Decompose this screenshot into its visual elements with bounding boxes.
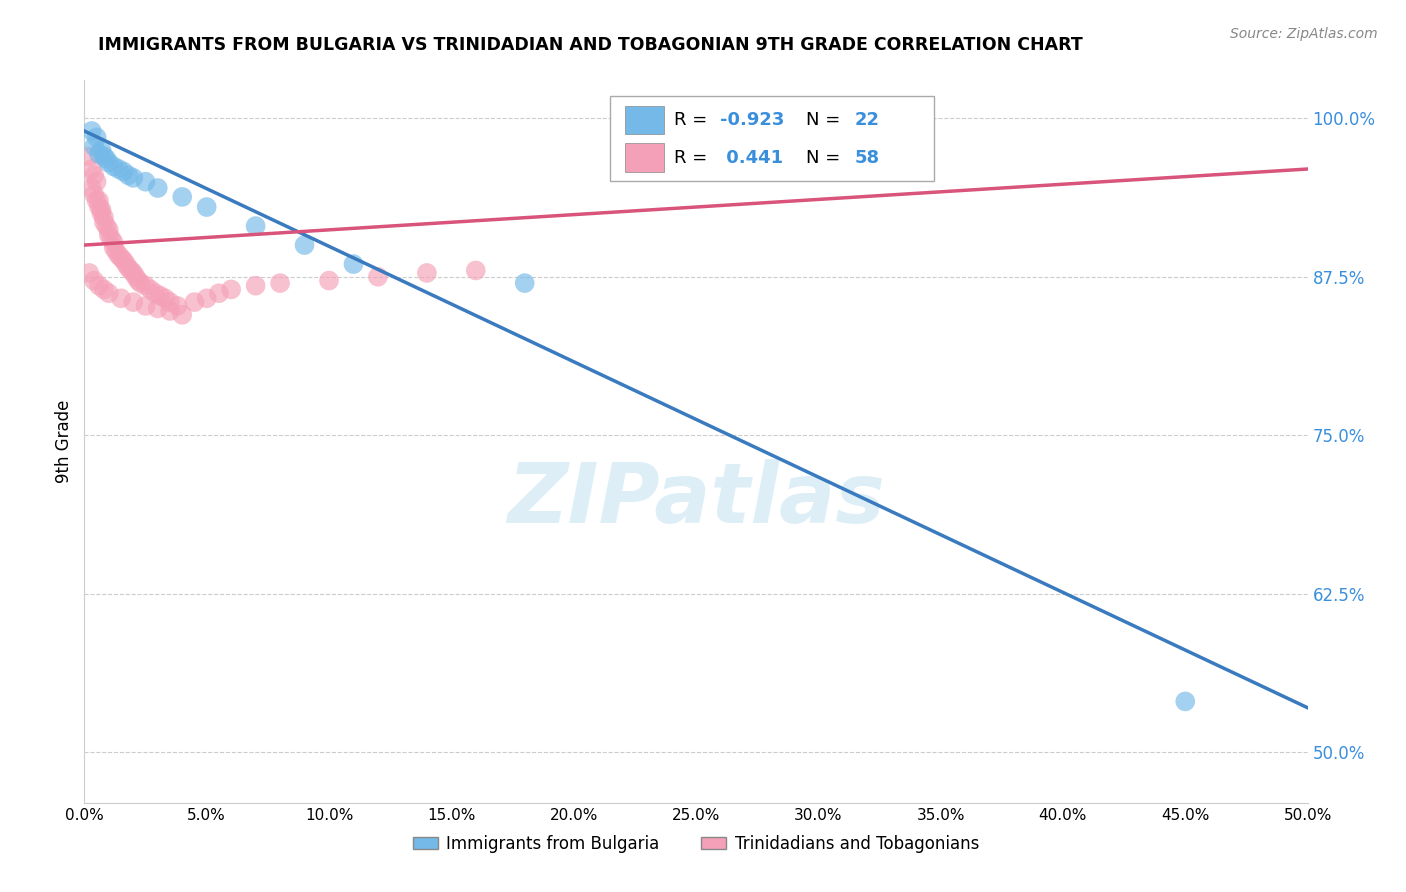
Point [112, 164, 135, 178]
Point [77, 266, 100, 280]
Point [87, 200, 110, 214]
Point [86, 175, 108, 189]
Point [86, 130, 108, 145]
Point [120, 263, 142, 277]
Point [143, 286, 166, 301]
Point [122, 170, 145, 185]
Point [115, 257, 138, 271]
Point [93, 215, 115, 229]
Point [513, 276, 536, 290]
Point [127, 274, 149, 288]
Point [96, 152, 118, 166]
Point [107, 161, 129, 176]
Point [103, 235, 125, 250]
Point [87, 194, 110, 208]
Point [77, 149, 100, 163]
Text: Source: ZipAtlas.com: Source: ZipAtlas.com [1230, 27, 1378, 41]
Text: R =: R = [673, 111, 713, 129]
Point [464, 263, 486, 277]
Point [93, 210, 115, 224]
Text: N =: N = [806, 149, 846, 167]
Point [112, 253, 135, 268]
Point [219, 282, 242, 296]
Point [367, 269, 389, 284]
Point [103, 241, 125, 255]
Point [1174, 694, 1197, 708]
Point [83, 169, 105, 183]
Point [122, 266, 145, 280]
Text: -0.923: -0.923 [720, 111, 785, 129]
Point [245, 278, 267, 293]
Point [135, 299, 157, 313]
Point [103, 160, 125, 174]
Point [135, 175, 157, 189]
Point [90, 206, 112, 220]
Point [342, 257, 364, 271]
Point [122, 295, 145, 310]
Point [245, 219, 267, 233]
Point [153, 291, 176, 305]
Point [125, 269, 148, 284]
Point [83, 274, 105, 288]
Point [117, 169, 139, 183]
Point [80, 181, 103, 195]
Point [172, 190, 194, 204]
Text: ZIPatlas: ZIPatlas [508, 458, 884, 540]
Point [86, 194, 108, 208]
Bar [610, 96, 935, 181]
Point [97, 286, 120, 301]
Point [80, 161, 103, 176]
Point [159, 304, 181, 318]
Point [110, 291, 132, 305]
Point [129, 276, 152, 290]
Text: IMMIGRANTS FROM BULGARIA VS TRINIDADIAN AND TOBAGONIAN 9TH GRADE CORRELATION CHA: IMMIGRANTS FROM BULGARIA VS TRINIDADIAN … [98, 36, 1083, 54]
Point [93, 149, 115, 163]
Point [97, 155, 120, 169]
Point [208, 286, 231, 301]
Point [135, 278, 157, 293]
Y-axis label: 9th Grade: 9th Grade [55, 400, 73, 483]
Text: N =: N = [806, 111, 846, 129]
Point [139, 282, 162, 296]
Point [294, 238, 316, 252]
Point [83, 187, 105, 202]
Point [166, 299, 188, 313]
Point [90, 202, 112, 217]
Point [96, 219, 118, 233]
Point [97, 223, 120, 237]
Point [318, 274, 340, 288]
Text: 22: 22 [855, 111, 880, 129]
Point [97, 227, 120, 242]
Point [159, 295, 181, 310]
Point [195, 200, 218, 214]
Point [107, 248, 129, 262]
Point [117, 260, 139, 275]
Point [80, 124, 103, 138]
Point [416, 266, 439, 280]
Bar [626, 143, 664, 172]
Point [146, 301, 169, 316]
Point [87, 146, 110, 161]
Text: R =: R = [673, 149, 713, 167]
Point [93, 282, 115, 296]
Point [172, 308, 194, 322]
Point [100, 232, 122, 246]
Point [146, 181, 169, 195]
Point [195, 291, 218, 305]
Point [183, 295, 205, 310]
Bar [626, 105, 664, 135]
Point [149, 289, 172, 303]
Point [90, 143, 112, 157]
Point [83, 139, 105, 153]
Text: 0.441: 0.441 [720, 149, 783, 167]
Text: 58: 58 [855, 149, 880, 167]
Point [87, 278, 110, 293]
Point [105, 244, 128, 259]
Point [110, 251, 132, 265]
Point [269, 276, 291, 290]
Legend: Immigrants from Bulgaria, Trinidadians and Tobagonians: Immigrants from Bulgaria, Trinidadians a… [406, 828, 986, 860]
